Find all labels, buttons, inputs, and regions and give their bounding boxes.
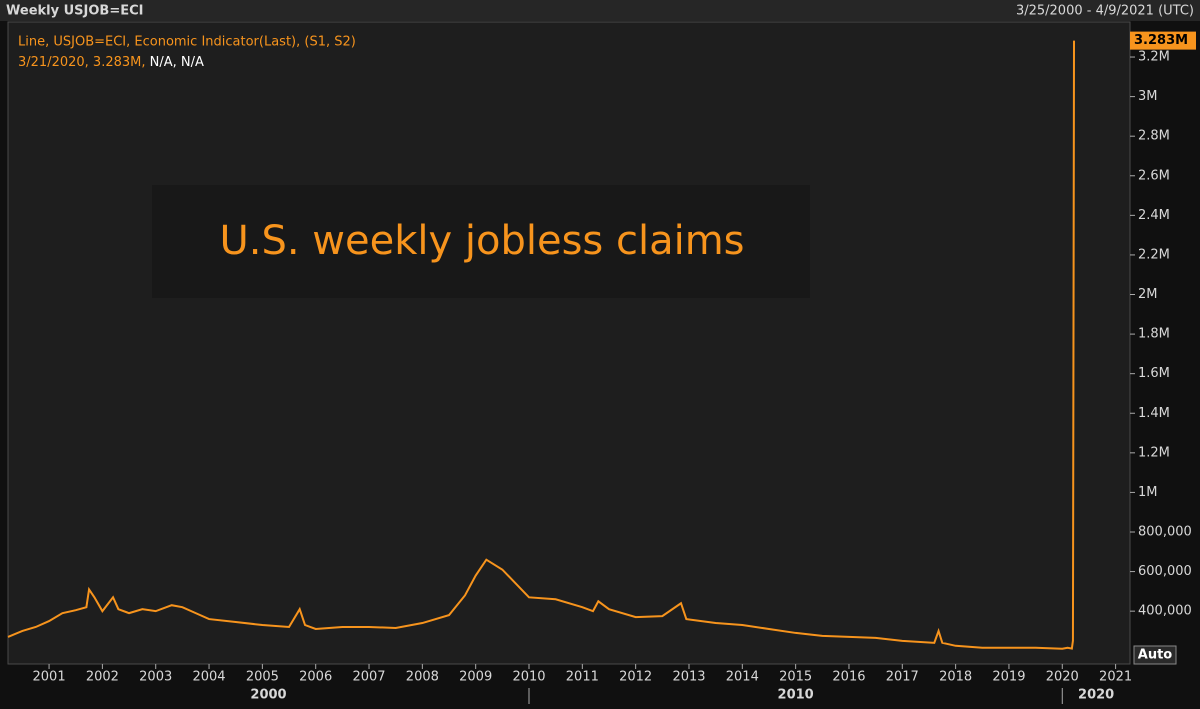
y-tick-label: 1.2M	[1138, 445, 1170, 460]
series-line	[7, 40, 1076, 650]
x-tick-label: 2005	[246, 670, 279, 685]
y-tick-label: 400,000	[1138, 604, 1192, 619]
cursor-label: 3/21/2020, 3.283M,	[18, 55, 146, 70]
current-value-box	[1130, 31, 1196, 50]
x-tick-label: 2010	[512, 670, 545, 685]
y-tick-label: 3.2M	[1138, 50, 1170, 65]
date-range: 3/25/2000 - 4/9/2021 (UTC)	[1016, 4, 1194, 19]
y-tick-label: 1.8M	[1138, 327, 1170, 342]
x-tick-label: 2006	[299, 670, 332, 685]
x-tick-label: 2009	[459, 670, 492, 685]
x-tick-label: 2014	[726, 670, 759, 685]
y-tick-label: 2M	[1138, 287, 1158, 302]
x-tick-label: 2004	[192, 670, 225, 685]
x-tick-label: 2008	[406, 670, 439, 685]
y-tick-label: 1M	[1138, 485, 1158, 500]
cursor-readout: 3/21/2020, 3.283M, N/A, N/A	[18, 55, 204, 70]
y-tick-label: 2.4M	[1138, 208, 1170, 223]
x-tick-label: 2012	[619, 670, 652, 685]
auto-button-label[interactable]: Auto	[1138, 648, 1173, 663]
y-tick-label: 600,000	[1138, 564, 1192, 579]
x-tick-label: 2011	[566, 670, 599, 685]
y-tick-label: 1.4M	[1138, 406, 1170, 421]
x-tick-label: 2003	[139, 670, 172, 685]
auto-button[interactable]	[1133, 645, 1177, 665]
y-tick-label: 2.6M	[1138, 168, 1170, 183]
y-tick-label: 2.2M	[1138, 247, 1170, 262]
annotation: U.S. weekly jobless claims	[219, 218, 744, 264]
chart-title: Weekly USJOB=ECI	[6, 4, 143, 19]
period-label: 2000	[250, 688, 286, 703]
x-tick-label: 2018	[939, 670, 972, 685]
y-tick-label: 2.8M	[1138, 129, 1170, 144]
x-tick-label: 2021	[1099, 670, 1132, 685]
x-tick-label: 2013	[672, 670, 705, 685]
y-tick-label: 800,000	[1138, 524, 1192, 539]
period-label: 2020	[1078, 688, 1114, 703]
x-tick-label: 2016	[832, 670, 865, 685]
x-tick-label: 2015	[779, 670, 812, 685]
y-tick-label: 1.6M	[1138, 366, 1170, 381]
x-tick-label: 2019	[992, 670, 1025, 685]
x-tick-label: 2020	[1046, 670, 1079, 685]
x-tick-label: 2001	[33, 670, 66, 685]
header-bar	[0, 0, 1200, 21]
y-tick-label: 3M	[1138, 89, 1158, 104]
period-label: 2010	[778, 688, 814, 703]
x-tick-label: 2002	[86, 670, 119, 685]
annotation-panel	[152, 185, 810, 298]
legend-entry: Line, USJOB=ECI, Economic Indicator(Last…	[18, 35, 356, 50]
cursor-extra: N/A, N/A	[150, 55, 204, 70]
plot-area	[7, 21, 1131, 665]
x-tick-label: 2017	[886, 670, 919, 685]
x-tick-label: 2007	[352, 670, 385, 685]
current-value-label: 3.283M	[1134, 33, 1188, 48]
